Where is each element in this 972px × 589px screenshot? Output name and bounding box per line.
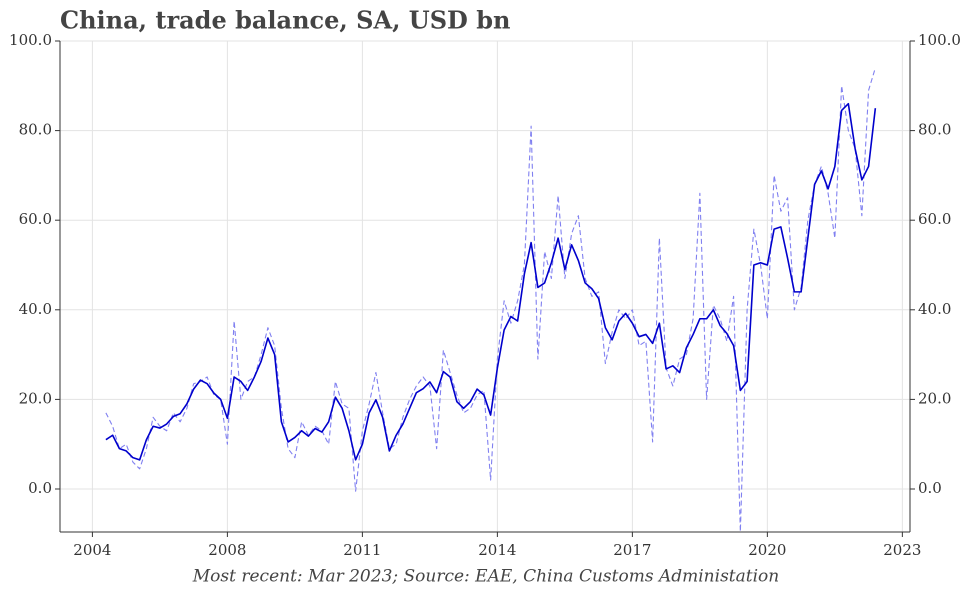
chart-title: China, trade balance, SA, USD bn [60, 6, 510, 35]
x-tick-label: 2023 [883, 541, 921, 559]
y2-tick-label: 60.0 [918, 210, 951, 228]
y2-tick-label: 80.0 [918, 121, 951, 139]
y-tick-label: 40.0 [19, 300, 52, 318]
x-tick-label: 2011 [343, 541, 381, 559]
y2-tick-label: 0.0 [918, 479, 942, 497]
series-line [105, 102, 877, 461]
footnote: Most recent: Mar 2023; Source: EAE, Chin… [192, 567, 779, 587]
y2-tick-label: 40.0 [918, 300, 951, 318]
y-tick-label: 80.0 [19, 121, 52, 139]
x-tick-label: 2017 [613, 541, 651, 559]
x-tick-label: 2020 [748, 541, 786, 559]
y-tick-label: 0.0 [28, 479, 52, 497]
y-tick-label: 60.0 [19, 210, 52, 228]
y-tick-label: 100.0 [9, 31, 52, 49]
x-tick-label: 2008 [208, 541, 246, 559]
y2-tick-label: 100.0 [918, 31, 961, 49]
y2-tick-label: 20.0 [918, 389, 951, 407]
x-tick-label: 2004 [73, 541, 111, 559]
x-tick-label: 2014 [478, 541, 516, 559]
y-tick-label: 20.0 [19, 389, 52, 407]
series-line [105, 67, 876, 533]
